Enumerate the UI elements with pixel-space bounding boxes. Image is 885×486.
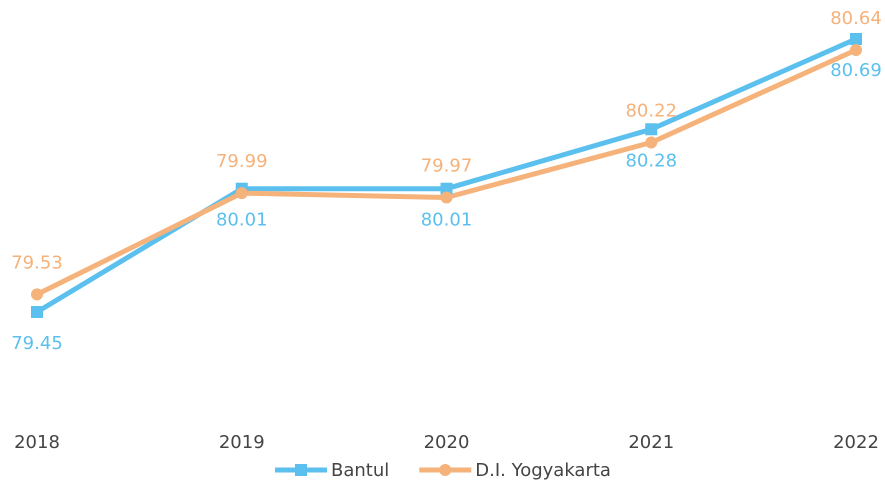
data-label: 80.64: [830, 8, 882, 29]
marker: [440, 191, 453, 204]
data-label: 79.45: [11, 333, 63, 354]
data-label: 80.01: [216, 210, 268, 231]
data-label: 79.53: [11, 252, 63, 273]
data-label: 79.97: [421, 156, 473, 177]
marker: [645, 123, 658, 136]
marker: [850, 33, 862, 45]
legend-marker: [295, 464, 307, 476]
legend-marker: [439, 464, 452, 476]
marker: [31, 288, 43, 301]
data-label: 80.22: [625, 100, 677, 121]
data-label: 80.01: [421, 210, 473, 231]
legend-label: D.I. Yogyakarta: [475, 460, 611, 481]
data-label: 80.28: [625, 150, 677, 171]
x-tick-label: 2018: [14, 432, 60, 453]
x-tick-label: 2019: [219, 432, 265, 453]
marker: [31, 306, 43, 318]
marker: [440, 182, 453, 195]
marker: [645, 136, 658, 149]
x-tick-label: 2020: [424, 432, 470, 453]
data-label: 79.99: [216, 151, 268, 172]
legend-label: Bantul: [331, 460, 389, 481]
x-tick-label: 2021: [628, 432, 674, 453]
marker: [235, 187, 248, 200]
x-tick-label: 2022: [833, 432, 879, 453]
data-label: 80.69: [830, 60, 882, 81]
marker: [850, 44, 862, 57]
